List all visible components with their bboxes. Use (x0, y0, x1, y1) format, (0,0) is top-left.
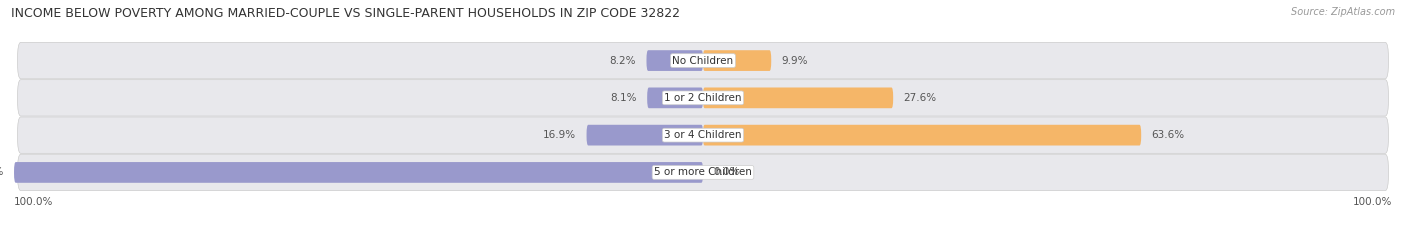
FancyBboxPatch shape (647, 50, 703, 71)
FancyBboxPatch shape (17, 117, 1389, 153)
FancyBboxPatch shape (703, 88, 893, 108)
Text: 100.0%: 100.0% (14, 197, 53, 207)
Text: 63.6%: 63.6% (1152, 130, 1185, 140)
Text: 100.0%: 100.0% (1353, 197, 1392, 207)
FancyBboxPatch shape (17, 154, 1389, 191)
Text: 16.9%: 16.9% (543, 130, 576, 140)
FancyBboxPatch shape (14, 162, 703, 183)
Text: 8.1%: 8.1% (610, 93, 637, 103)
FancyBboxPatch shape (586, 125, 703, 145)
Text: No Children: No Children (672, 56, 734, 65)
FancyBboxPatch shape (703, 50, 772, 71)
Text: 8.2%: 8.2% (610, 56, 636, 65)
Text: Source: ZipAtlas.com: Source: ZipAtlas.com (1291, 7, 1395, 17)
FancyBboxPatch shape (17, 80, 1389, 116)
Text: 3 or 4 Children: 3 or 4 Children (664, 130, 742, 140)
Text: 100.0%: 100.0% (0, 168, 4, 177)
FancyBboxPatch shape (17, 42, 1389, 79)
Text: 5 or more Children: 5 or more Children (654, 168, 752, 177)
Text: 27.6%: 27.6% (904, 93, 936, 103)
Text: 0.0%: 0.0% (713, 168, 740, 177)
FancyBboxPatch shape (647, 88, 703, 108)
FancyBboxPatch shape (703, 125, 1142, 145)
Text: 1 or 2 Children: 1 or 2 Children (664, 93, 742, 103)
Text: INCOME BELOW POVERTY AMONG MARRIED-COUPLE VS SINGLE-PARENT HOUSEHOLDS IN ZIP COD: INCOME BELOW POVERTY AMONG MARRIED-COUPL… (11, 7, 681, 20)
Text: 9.9%: 9.9% (782, 56, 808, 65)
